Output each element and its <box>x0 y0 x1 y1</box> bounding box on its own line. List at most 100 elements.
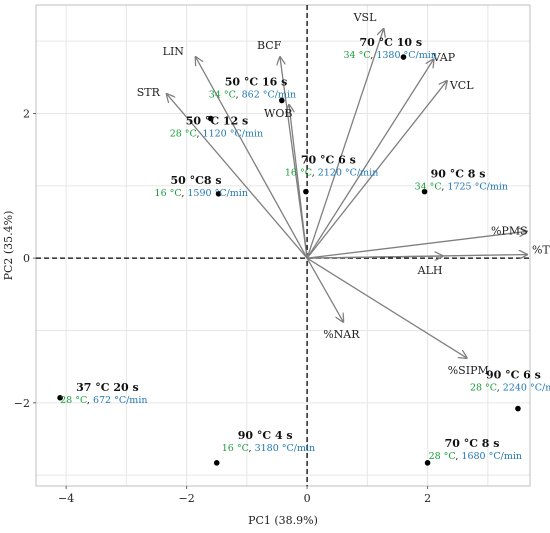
vector-label: VAP <box>432 51 456 64</box>
score-point-group: 50 °C 12 s28 °C, 1120 °C/min <box>170 115 263 140</box>
score-point-group: 50 °C 16 s34 °C, 862 °C/min <box>209 75 296 104</box>
x-tick-label: −4 <box>58 492 74 505</box>
point-temp-label: 16 °C <box>155 188 182 199</box>
vector-bcf: BCF <box>257 39 308 259</box>
point-separator: , <box>441 182 447 193</box>
score-point <box>303 188 309 195</box>
point-separator: , <box>87 395 93 406</box>
point-name-label: 90 °C 8 s <box>431 168 486 181</box>
vector-arrow <box>307 231 527 259</box>
vector-label: VCL <box>449 79 474 92</box>
vector-pct-nar: %NAR <box>306 257 360 341</box>
point-sub-label: 28 °C, 672 °C/min <box>60 395 147 406</box>
score-point <box>215 190 222 197</box>
vector-arrow <box>306 257 467 358</box>
axis-ticks: −4 −2 0 2 −2 0 2 <box>14 107 431 505</box>
score-point-group: 50 °C8 s16 °C, 1590 °C/min <box>155 174 248 199</box>
point-sub-label: 16 °C, 1590 °C/min <box>155 188 248 199</box>
point-sub-label: 16 °C, 2120 °C/min <box>285 168 378 179</box>
point-rate-label: 1590 °C/min <box>187 188 248 199</box>
point-name-label: 90 °C 6 s <box>486 369 541 382</box>
score-point <box>57 394 63 401</box>
zero-axes <box>36 5 530 486</box>
score-point-group: 70 °C 8 s28 °C, 1680 °C/min <box>424 437 522 466</box>
plot-frame <box>35 4 531 487</box>
vector-arrow <box>307 256 443 258</box>
vector-alh: ALH <box>307 256 443 277</box>
x-tick-label: −2 <box>179 492 195 505</box>
point-separator: , <box>236 89 242 100</box>
point-rate-label: 1120 °C/min <box>203 129 264 140</box>
point-sub-label: 34 °C, 1380 °C/min <box>343 50 436 61</box>
point-separator: , <box>197 129 203 140</box>
point-rate-label: 1680 °C/min <box>461 451 522 462</box>
x-tick-label: 2 <box>424 492 431 505</box>
vector-arrow <box>289 105 308 259</box>
score-point-group: 90 °C 4 s16 °C, 3180 °C/min <box>213 429 315 466</box>
score-point <box>424 460 431 466</box>
point-name-label: 70 °C 10 s <box>359 36 422 49</box>
point-separator: , <box>497 383 503 394</box>
point-rate-label: 862 °C/min <box>242 89 297 100</box>
score-point-group: 90 °C 6 s28 °C, 2240 °C/min <box>470 369 550 412</box>
score-point <box>207 115 214 122</box>
score-point-group: 37 °C 20 s28 °C, 672 °C/min <box>57 381 147 406</box>
point-rate-label: 2120 °C/min <box>318 168 379 179</box>
point-rate-label: 1725 °C/min <box>447 182 508 193</box>
score-point <box>421 188 428 195</box>
point-name-label: 70 °C 6 s <box>301 154 356 167</box>
point-temp-label: 34 °C <box>415 182 442 193</box>
vector-pct-pms: %PMS <box>307 224 528 259</box>
vector-lin: LIN <box>163 45 308 259</box>
vector-vap: VAP <box>306 51 456 259</box>
loading-vectors: VSL VAP VCL BCF LIN STR WOB %PMS %TMS ALH %NAR %SIP… <box>137 11 550 377</box>
vector-arrow <box>196 57 308 259</box>
vector-pct-sipm: %SIPM <box>306 257 489 377</box>
point-temp-label: 28 °C <box>170 129 197 140</box>
point-separator: , <box>181 188 187 199</box>
point-temp-label: 16 °C <box>285 168 312 179</box>
point-sub-label: 34 °C, 1725 °C/min <box>415 182 508 193</box>
point-temp-label: 16 °C <box>222 443 249 454</box>
score-point-group: 90 °C 8 s34 °C, 1725 °C/min <box>415 168 508 195</box>
point-temp-label: 28 °C <box>470 383 497 394</box>
y-tick-label: 0 <box>23 252 30 265</box>
score-point-group: 70 °C 10 s34 °C, 1380 °C/min <box>343 36 436 61</box>
vector-label: %NAR <box>323 328 360 341</box>
vector-label: LIN <box>163 45 185 58</box>
point-rate-label: 672 °C/min <box>93 395 148 406</box>
score-point <box>213 460 220 466</box>
point-rate-label: 1380 °C/min <box>376 50 437 61</box>
point-sub-label: 16 °C, 3180 °C/min <box>222 443 315 454</box>
score-point-group: 70 °C 6 s16 °C, 2120 °C/min <box>285 154 378 195</box>
point-separator: , <box>249 443 255 454</box>
x-tick-label: 0 <box>304 492 311 505</box>
point-separator: , <box>312 168 318 179</box>
vector-arrow <box>306 59 434 259</box>
vector-arrow <box>306 29 384 259</box>
vector-arrow <box>167 94 308 259</box>
point-rate-label: 2240 °C/min <box>503 383 550 394</box>
vector-label: %SIPM <box>448 364 489 377</box>
y-tick-label: −2 <box>14 397 30 410</box>
point-temp-label: 28 °C <box>60 395 87 406</box>
vector-str: STR <box>137 86 308 259</box>
vector-label: STR <box>137 86 161 99</box>
point-sub-label: 28 °C, 1120 °C/min <box>170 129 263 140</box>
point-temp-label: 28 °C <box>429 451 456 462</box>
score-point <box>278 97 285 104</box>
x-axis-title: PC1 (38.9%) <box>248 514 318 527</box>
vector-label: VSL <box>353 11 377 24</box>
vector-arrow <box>306 81 447 259</box>
point-name-label: 90 °C 4 s <box>238 429 293 442</box>
y-axis-title: PC2 (35.4%) <box>2 211 15 281</box>
point-rate-label: 3180 °C/min <box>255 443 316 454</box>
vector-vcl: VCL <box>306 79 474 259</box>
y-tick-label: 2 <box>23 107 30 120</box>
point-name-label: 50 °C8 s <box>171 174 222 187</box>
point-sub-label: 34 °C, 862 °C/min <box>209 89 296 100</box>
point-name-label: 50 °C 12 s <box>186 115 249 128</box>
vector-wob: WOB <box>264 105 308 259</box>
